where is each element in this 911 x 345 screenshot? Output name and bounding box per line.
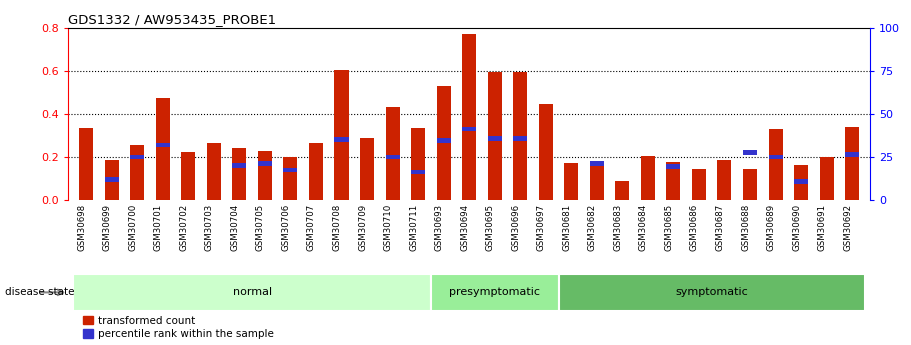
Text: normal: normal [232, 287, 271, 297]
Bar [232, 148, 246, 200]
Text: symptomatic: symptomatic [675, 287, 748, 297]
Bar [385, 155, 400, 159]
Text: GSM30711: GSM30711 [409, 204, 418, 251]
Bar [105, 177, 118, 182]
Text: GSM30681: GSM30681 [562, 204, 571, 251]
Bar [743, 150, 757, 155]
Bar [436, 138, 451, 143]
Bar [360, 138, 374, 200]
Text: GSM30708: GSM30708 [333, 204, 342, 251]
Text: GSM30682: GSM30682 [588, 204, 597, 251]
Text: GSM30686: GSM30686 [690, 204, 699, 251]
Text: disease state: disease state [5, 287, 74, 297]
Text: GSM30698: GSM30698 [77, 204, 87, 251]
Bar [718, 160, 732, 200]
Text: GSM30684: GSM30684 [639, 204, 648, 251]
Text: GSM30703: GSM30703 [205, 204, 214, 251]
Bar [845, 152, 859, 157]
Text: GSM30702: GSM30702 [179, 204, 189, 251]
Bar [487, 72, 502, 200]
Bar [74, 274, 431, 310]
Bar [640, 156, 655, 200]
Text: GSM30685: GSM30685 [664, 204, 673, 251]
Bar [513, 136, 527, 141]
Bar [845, 127, 859, 200]
Text: GSM30699: GSM30699 [103, 204, 112, 250]
Bar [794, 165, 808, 200]
Bar [411, 170, 425, 175]
Bar [207, 143, 220, 200]
Bar [820, 157, 834, 200]
Bar [79, 128, 93, 200]
Text: GSM30704: GSM30704 [230, 204, 240, 251]
Text: GSM30692: GSM30692 [844, 204, 852, 251]
Bar [462, 34, 476, 200]
Bar [431, 274, 558, 310]
Text: GSM30689: GSM30689 [766, 204, 775, 251]
Bar [232, 163, 246, 168]
Text: GSM30693: GSM30693 [435, 204, 444, 251]
Text: GSM30696: GSM30696 [511, 204, 520, 251]
Bar [462, 127, 476, 131]
Bar [258, 161, 272, 166]
Bar [436, 86, 451, 200]
Bar [743, 169, 757, 200]
Legend: transformed count, percentile rank within the sample: transformed count, percentile rank withi… [83, 316, 274, 339]
Bar [666, 162, 681, 200]
Bar [513, 72, 527, 200]
Text: GSM30709: GSM30709 [358, 204, 367, 251]
Bar [258, 150, 272, 200]
Text: GSM30707: GSM30707 [307, 204, 316, 251]
Text: GSM30687: GSM30687 [715, 204, 724, 251]
Bar [538, 104, 553, 200]
Text: GSM30690: GSM30690 [792, 204, 801, 251]
Text: GSM30705: GSM30705 [256, 204, 265, 251]
Bar [564, 164, 578, 200]
Bar [589, 166, 604, 200]
Bar [411, 128, 425, 200]
Bar [334, 70, 349, 200]
Bar [692, 169, 706, 200]
Bar [769, 129, 783, 200]
Bar [487, 136, 502, 141]
Text: GSM30710: GSM30710 [384, 204, 393, 251]
Text: GSM30701: GSM30701 [154, 204, 163, 251]
Text: GSM30695: GSM30695 [486, 204, 495, 251]
Bar [130, 145, 144, 200]
Bar [156, 98, 169, 200]
Bar [334, 137, 349, 142]
Bar [283, 157, 298, 200]
Bar [589, 161, 604, 166]
Bar [769, 155, 783, 159]
Bar [130, 155, 144, 159]
Bar [385, 107, 400, 200]
Text: GSM30706: GSM30706 [281, 204, 291, 251]
Text: GSM30691: GSM30691 [817, 204, 826, 251]
Text: presymptomatic: presymptomatic [449, 287, 540, 297]
Bar [105, 160, 118, 200]
Text: GSM30683: GSM30683 [613, 204, 622, 251]
Bar [156, 143, 169, 148]
Bar [558, 274, 865, 310]
Text: GSM30688: GSM30688 [741, 204, 750, 251]
Text: GDS1332 / AW953435_PROBE1: GDS1332 / AW953435_PROBE1 [68, 13, 276, 27]
Text: GSM30700: GSM30700 [128, 204, 138, 251]
Bar [181, 151, 195, 200]
Text: GSM30694: GSM30694 [460, 204, 469, 251]
Bar [309, 143, 323, 200]
Bar [794, 179, 808, 184]
Text: GSM30697: GSM30697 [537, 204, 546, 251]
Bar [283, 168, 298, 172]
Bar [615, 181, 630, 200]
Bar [666, 164, 681, 169]
